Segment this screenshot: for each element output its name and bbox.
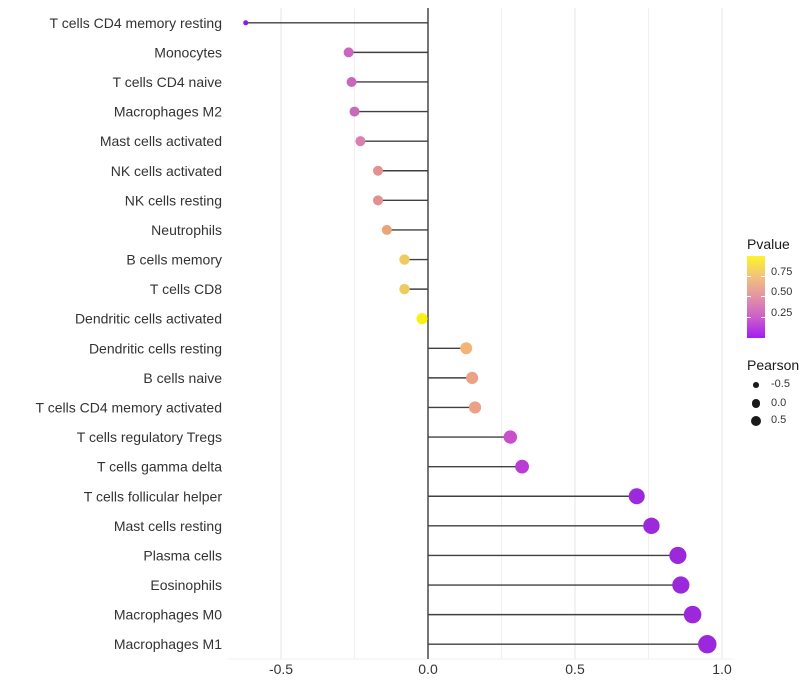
y-axis-label: Mast cells resting (114, 518, 222, 534)
pearson-size-label: -0.5 (771, 378, 790, 390)
data-point (243, 20, 249, 26)
y-axis-label: Neutrophils (151, 222, 222, 238)
pearson-size-label: 0.0 (771, 396, 787, 409)
pearson-size-label: 0.5 (771, 414, 787, 426)
data-point (503, 430, 518, 444)
y-axis-label: Eosinophils (150, 577, 222, 593)
data-point (643, 517, 660, 535)
y-axis-label: T cells CD4 naive (113, 74, 223, 90)
pvalue-tick-label: 0.50 (771, 286, 793, 298)
data-point (468, 401, 482, 414)
data-point (373, 195, 384, 206)
pvalue-gradient-bar (747, 256, 765, 338)
data-point (698, 635, 717, 654)
pvalue-legend-title: Pvalue (747, 236, 790, 252)
x-axis-tick-label: -0.5 (269, 661, 293, 677)
y-axis-label: T cells CD4 memory resting (50, 15, 222, 31)
x-axis-tick-label: 0.5 (565, 661, 585, 677)
y-axis-label: B cells naive (143, 370, 222, 386)
pvalue-tick-label: 0.75 (771, 266, 793, 278)
x-axis-tick-label: 0.0 (418, 661, 438, 677)
y-axis-label: T cells CD8 (150, 281, 222, 297)
data-point (466, 371, 479, 384)
y-axis-label: Mast cells activated (100, 133, 222, 149)
data-point (683, 605, 702, 624)
pearson-size-dot (753, 382, 759, 388)
y-axis-label: Monocytes (154, 44, 222, 60)
data-point (346, 76, 357, 87)
data-point (399, 283, 410, 295)
y-axis-label: T cells gamma delta (97, 459, 222, 475)
colorbar-tick (761, 296, 765, 297)
data-point (669, 546, 687, 565)
data-point (399, 254, 410, 265)
data-point (416, 313, 428, 325)
x-axis-tick-label: 1.0 (712, 661, 732, 677)
data-point (355, 136, 366, 147)
y-axis-label: Dendritic cells activated (75, 311, 222, 327)
pearson-size-dot (751, 399, 761, 408)
y-axis-label: T cells follicular helper (84, 488, 223, 504)
data-point (349, 106, 360, 117)
data-point (373, 165, 384, 176)
data-point (672, 576, 690, 594)
data-point (343, 47, 354, 58)
y-axis-label: B cells memory (126, 252, 222, 268)
y-axis-label: T cells regulatory Tregs (77, 429, 222, 445)
colorbar-tick (761, 316, 765, 318)
data-point (515, 459, 529, 474)
y-axis-label: Macrophages M2 (114, 104, 222, 120)
data-point (460, 342, 473, 355)
y-axis-label: Macrophages M0 (114, 607, 222, 623)
y-axis-label: NK cells resting (125, 192, 222, 208)
colorbar-tick (761, 275, 765, 277)
y-axis-label: Macrophages M1 (114, 636, 222, 652)
colorbar-tick (747, 275, 751, 277)
pearson-legend-title: Pearson (747, 357, 800, 373)
y-axis-label: T cells CD4 memory activated (36, 399, 222, 415)
y-axis-label: NK cells activated (111, 163, 222, 179)
pearson-size-dot (750, 415, 762, 427)
y-axis-label: Dendritic cells resting (89, 340, 222, 356)
data-point (628, 488, 645, 505)
colorbar-tick (747, 316, 751, 318)
data-point (381, 224, 392, 235)
colorbar-tick (747, 296, 751, 297)
pvalue-tick-label: 0.25 (771, 307, 793, 319)
y-axis-label: Plasma cells (143, 547, 222, 563)
